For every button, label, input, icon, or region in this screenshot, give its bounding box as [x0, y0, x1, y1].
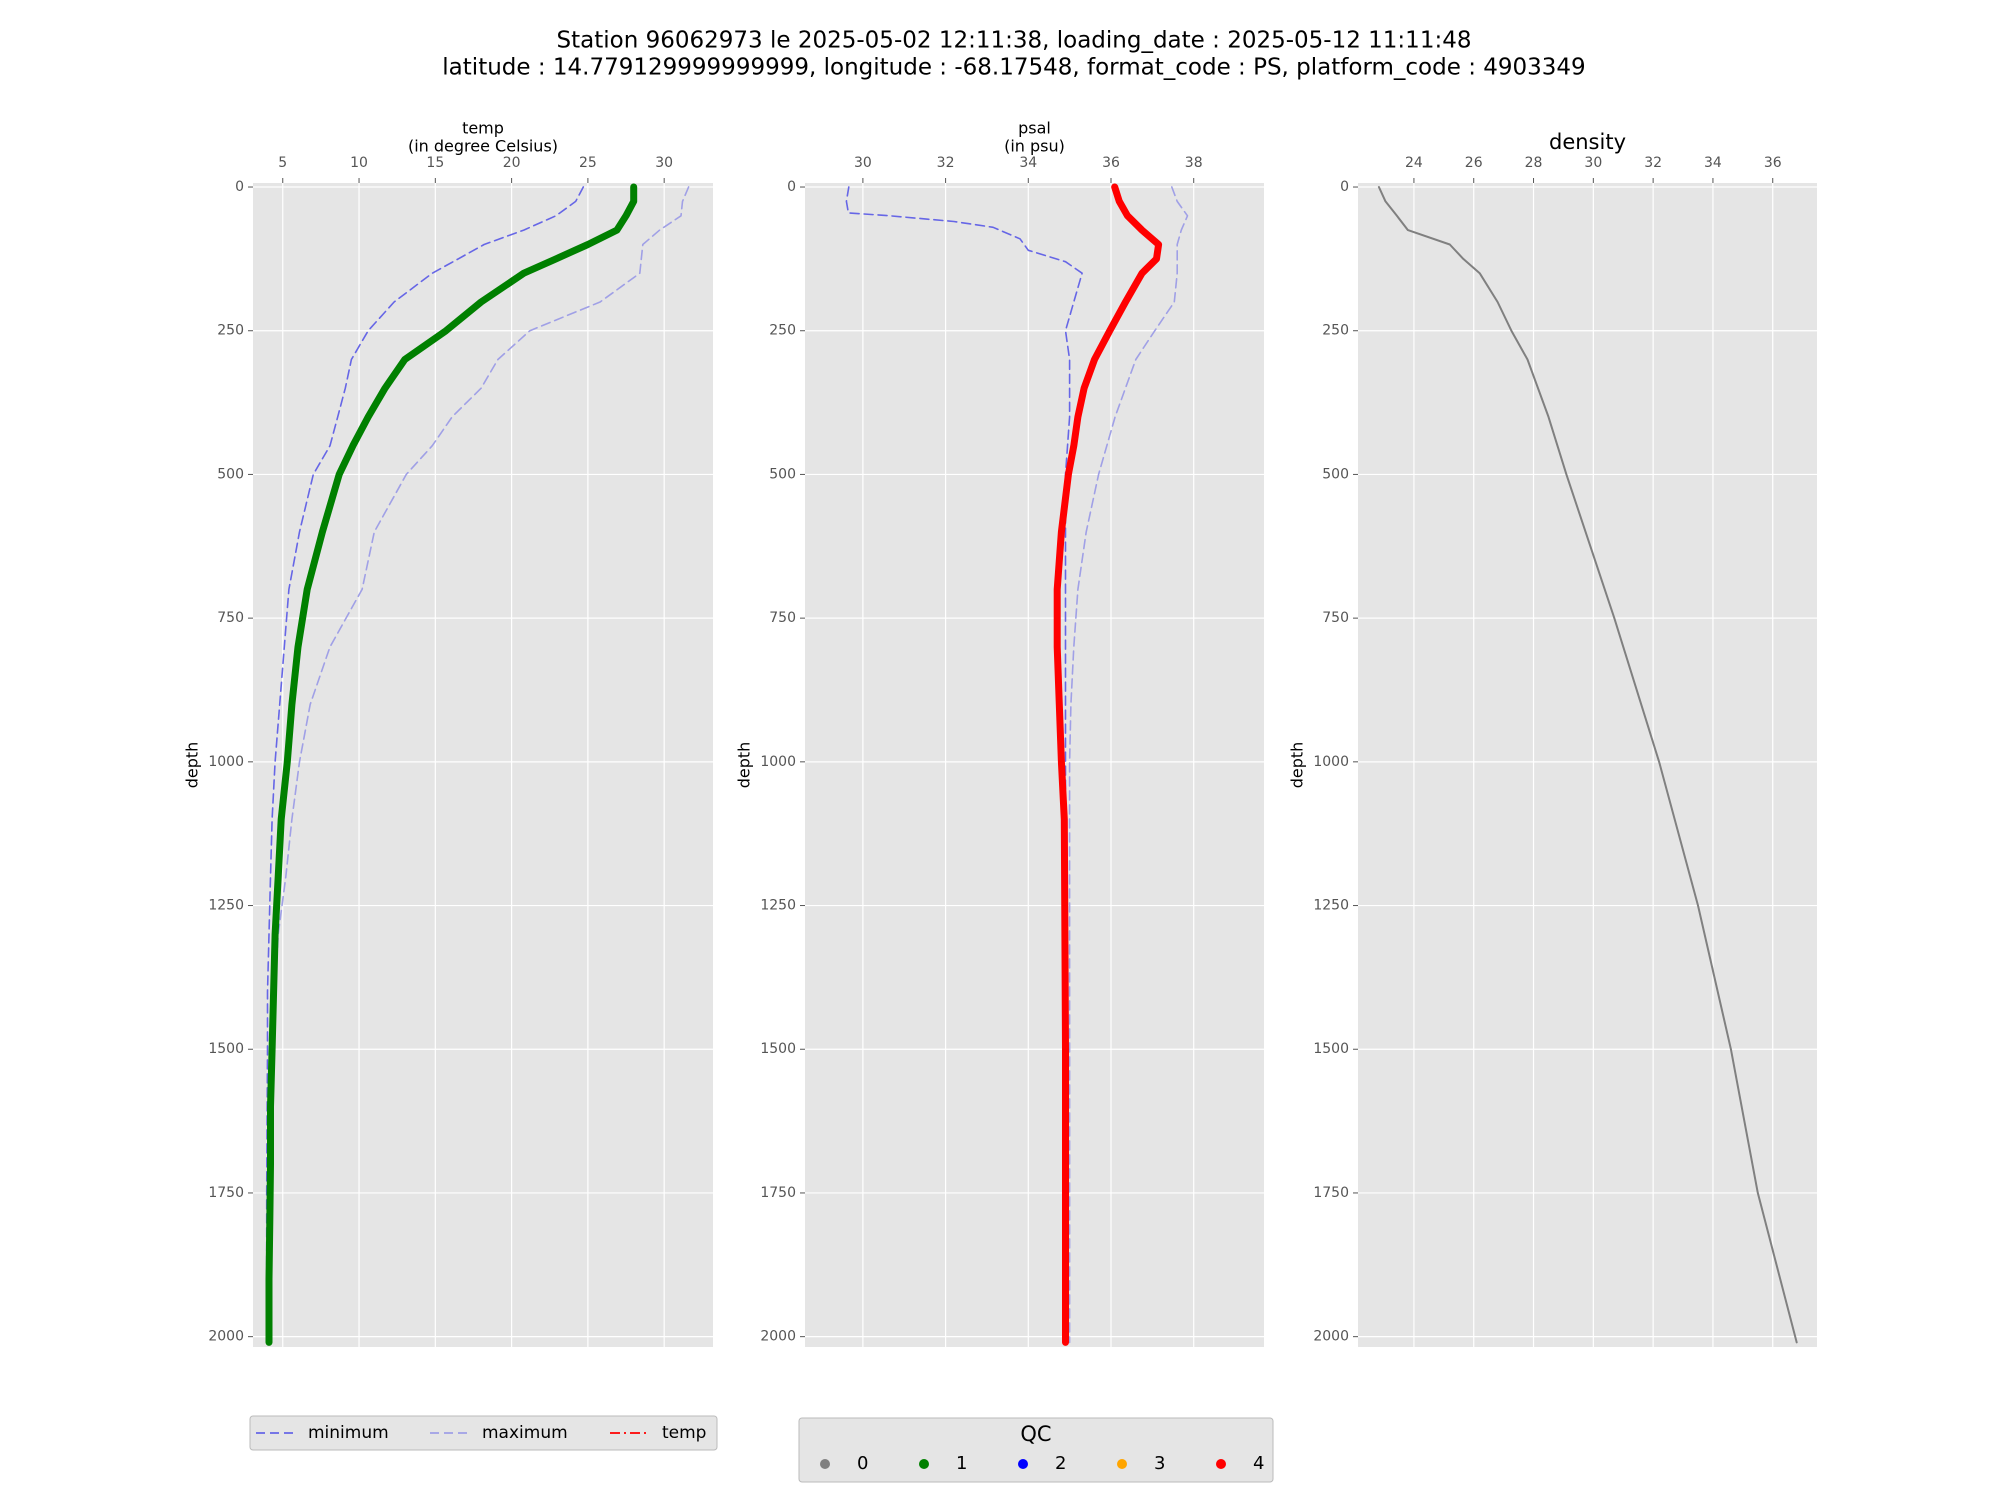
legend-marker: [1117, 1459, 1127, 1469]
legend-label: 4: [1253, 1453, 1264, 1474]
x-tick-label: 32: [937, 155, 955, 171]
y-tick-label: 0: [1340, 179, 1349, 195]
legend-label: temp: [662, 1423, 706, 1443]
x-tick-label: 15: [426, 155, 444, 171]
x-tick-label: 10: [350, 155, 368, 171]
y-tick-label: 250: [1322, 323, 1349, 339]
plot-area: [253, 183, 713, 1347]
x-tick-label: 30: [1584, 155, 1602, 171]
y-tick-label: 1250: [1313, 898, 1349, 914]
x-tick-label: 30: [655, 155, 673, 171]
plot-area: [1358, 183, 1817, 1347]
profile-line: [1053, 183, 1163, 1346]
y-tick-label: 1750: [208, 1185, 244, 1201]
legend-label: 2: [1055, 1453, 1066, 1474]
y-tick-label: 500: [1322, 466, 1349, 482]
profile-line: [845, 186, 1083, 1344]
x-axis-label: psal: [1018, 119, 1051, 138]
x-tick-label: 28: [1525, 155, 1543, 171]
x-tick-label: 36: [1764, 155, 1782, 171]
y-axis-label: depth: [1288, 742, 1307, 789]
y-tick-label: 1000: [1313, 754, 1349, 770]
legend-label: 1: [956, 1453, 967, 1474]
plot-area: [805, 183, 1264, 1347]
profile-line: [265, 186, 585, 1344]
legend-label: minimum: [308, 1423, 389, 1443]
figure-title: Station 96062973 le 2025-05-02 12:11:38,…: [557, 28, 1472, 54]
qc-legend: QC 0 1 2 3 4: [798, 1417, 1274, 1483]
y-tick-label: 1250: [760, 898, 796, 914]
y-tick-label: 2000: [1313, 1329, 1349, 1345]
x-tick-label: 36: [1102, 155, 1120, 171]
y-tick-label: 0: [235, 179, 244, 195]
y-tick-label: 1750: [760, 1185, 796, 1201]
legend-marker: [919, 1459, 929, 1469]
y-axis-label: depth: [735, 742, 754, 789]
y-tick-label: 1000: [208, 754, 244, 770]
legend-box: [249, 1415, 718, 1451]
x-tick-label: 38: [1185, 155, 1203, 171]
legend: minimum maximum temp: [249, 1415, 718, 1451]
figure-title: latitude : 14.779129999999999, longitude…: [442, 55, 1585, 81]
legend-marker: [820, 1459, 830, 1469]
x-axis-label: (in psu): [1004, 137, 1065, 156]
legend-label: maximum: [482, 1423, 568, 1443]
y-tick-label: 250: [769, 323, 796, 339]
y-tick-label: 1000: [760, 754, 796, 770]
legend-label: 0: [857, 1453, 868, 1474]
x-axis-label: temp: [462, 119, 504, 138]
profile-line: [1068, 186, 1189, 1344]
y-tick-label: 1500: [208, 1041, 244, 1057]
y-tick-label: 750: [769, 610, 796, 626]
x-tick-label: 34: [1704, 155, 1722, 171]
y-tick-label: 500: [217, 466, 244, 482]
legend-marker: [1216, 1459, 1226, 1469]
y-tick-label: 750: [1322, 610, 1349, 626]
y-tick-label: 1500: [1313, 1041, 1349, 1057]
legend-label: 3: [1154, 1453, 1165, 1474]
legend-title: QC: [1020, 1422, 1051, 1446]
x-tick-label: 34: [1019, 155, 1037, 171]
x-tick-label: 20: [503, 155, 521, 171]
y-axis-label: depth: [183, 742, 202, 789]
y-tick-label: 750: [217, 610, 244, 626]
x-tick-label: 5: [278, 155, 287, 171]
y-tick-label: 2000: [208, 1329, 244, 1345]
x-tick-label: 24: [1405, 155, 1423, 171]
y-tick-label: 1750: [1313, 1185, 1349, 1201]
y-tick-label: 1250: [208, 898, 244, 914]
x-tick-label: 26: [1465, 155, 1483, 171]
profile-line: [1377, 186, 1798, 1344]
profile-line: [265, 183, 638, 1346]
y-tick-label: 1500: [760, 1041, 796, 1057]
y-tick-label: 2000: [760, 1329, 796, 1345]
x-tick-label: 30: [854, 155, 872, 171]
panel-title: density: [1549, 130, 1626, 154]
legend-marker: [1018, 1459, 1028, 1469]
y-tick-label: 500: [769, 466, 796, 482]
x-tick-label: 25: [579, 155, 597, 171]
y-tick-label: 0: [787, 179, 796, 195]
profile-line: [269, 186, 690, 1344]
x-tick-label: 32: [1644, 155, 1662, 171]
y-tick-label: 250: [217, 323, 244, 339]
x-axis-label: (in degree Celsius): [408, 137, 558, 156]
legend-box: [798, 1417, 1274, 1483]
